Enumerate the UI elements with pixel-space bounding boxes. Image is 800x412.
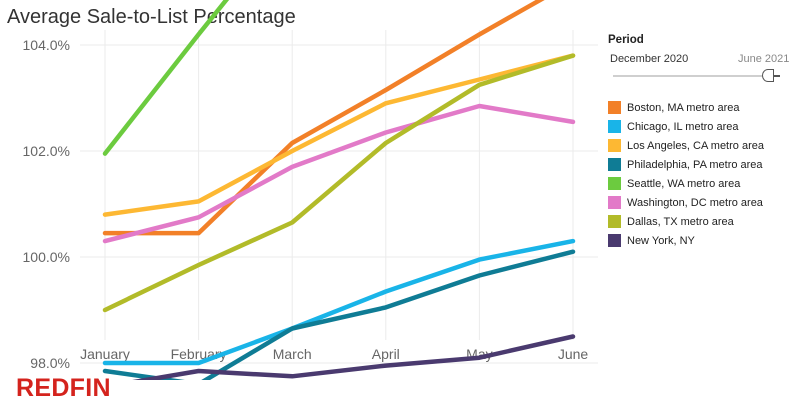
period-end-label: June 2021 [738,53,790,65]
legend-item[interactable]: Philadelphia, PA metro area [608,155,764,174]
legend-swatch [608,177,621,190]
legend-label: Philadelphia, PA metro area [627,158,763,171]
series-line-5[interactable] [102,0,573,156]
legend-item[interactable]: Chicago, IL metro area [608,117,764,136]
series-line-4[interactable] [102,249,576,380]
x-tick-label: June [558,346,589,362]
legend-label: New York, NY [627,234,695,247]
legend-swatch [608,101,621,114]
legend-swatch [608,139,621,152]
redfin-logo: REDFIN [16,374,111,402]
legend-swatch [608,158,621,171]
series-line-2[interactable] [102,238,576,366]
slider-handle-tick [774,75,780,77]
x-tick-label: March [273,346,312,362]
legend-item[interactable]: Seattle, WA metro area [608,174,764,193]
period-filter-title: Period [608,34,644,46]
legend-swatch [608,234,621,247]
legend-swatch [608,215,621,228]
legend-item[interactable]: Los Angeles, CA metro area [608,136,764,155]
legend-swatch [608,196,621,209]
y-tick-label: 100.0% [23,249,70,265]
period-slider-handle[interactable] [762,69,774,82]
series-line-1[interactable] [102,0,573,236]
legend-swatch [608,120,621,133]
legend-label: Chicago, IL metro area [627,120,739,133]
y-tick-label: 98.0% [30,355,70,371]
legend-item[interactable]: New York, NY [608,231,764,250]
period-range-labels: December 2020 June 2021 [608,52,798,70]
legend-item[interactable]: Boston, MA metro area [608,98,764,117]
y-tick-label: 104.0% [23,37,70,53]
y-tick-label: 102.0% [23,143,70,159]
legend-label: Boston, MA metro area [627,101,740,114]
legend-label: Seattle, WA metro area [627,177,741,190]
chart-legend: Boston, MA metro area Chicago, IL metro a… [608,98,764,250]
series-line-7[interactable] [102,53,576,313]
series-line-8[interactable] [105,334,576,381]
legend-label: Los Angeles, CA metro area [627,139,764,152]
line-chart: 98.0%100.0%102.0%104.0%106.0%108.0%Janua… [23,0,598,381]
period-slider-track[interactable] [613,75,773,77]
series-line-3[interactable] [102,53,576,217]
legend-item[interactable]: Washington, DC metro area [608,193,764,212]
legend-label: Dallas, TX metro area [627,215,734,228]
period-filter: Period December 2020 June 2021 [608,34,798,82]
x-tick-label: April [372,346,400,362]
chart-title: Average Sale-to-List Percentage [7,6,296,28]
period-start-label: December 2020 [610,53,689,65]
legend-label: Washington, DC metro area [627,196,763,209]
series-line-6[interactable] [102,103,576,244]
x-tick-label: January [80,346,130,362]
legend-item[interactable]: Dallas, TX metro area [608,212,764,231]
